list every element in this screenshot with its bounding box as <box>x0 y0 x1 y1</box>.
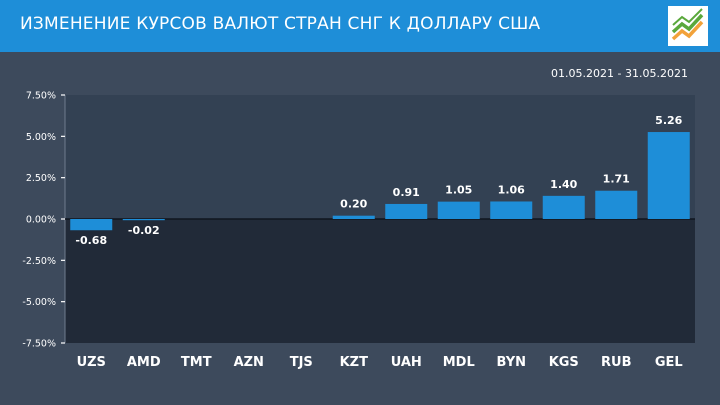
y-tick-label: 0.00% <box>26 215 56 226</box>
bar-kgs <box>542 195 585 219</box>
x-tick-label: UZS <box>77 355 106 370</box>
x-tick-label: RUB <box>601 355 631 370</box>
x-tick-label: AZN <box>234 355 264 370</box>
bar-byn <box>490 201 533 219</box>
date-separator: - <box>617 67 622 80</box>
y-tick-label: 5.00% <box>26 132 56 143</box>
x-tick-label: TJS <box>290 355 313 370</box>
date-start: 01.05.2021 <box>551 67 615 80</box>
y-tick-label: -2.50% <box>22 256 56 267</box>
currency-change-bar-chart: 7.50% 5.00% 2.50% 0.00% -2.50% -5.00% -7.50% -0… <box>22 91 695 370</box>
bar-uzs <box>70 219 113 231</box>
header-bar: ИЗМЕНЕНИЕ КУРСОВ ВАЛЮТ СТРАН СНГ К ДОЛЛА… <box>0 0 720 52</box>
y-tick-label: 2.50% <box>26 173 56 184</box>
rising-chart-logo-icon <box>668 6 708 46</box>
x-tick-label: KZT <box>340 355 369 370</box>
page-title: ИЗМЕНЕНИЕ КУРСОВ ВАЛЮТ СТРАН СНГ К ДОЛЛА… <box>20 14 541 34</box>
value-label: 1.71 <box>603 173 630 186</box>
x-tick-label: UAH <box>391 355 422 370</box>
positive-zone <box>65 95 695 219</box>
x-tick-label: BYN <box>497 355 527 370</box>
bar-rub <box>595 190 638 219</box>
value-label: 1.05 <box>445 184 472 197</box>
x-tick-label: AMD <box>127 355 161 370</box>
value-label: -0.02 <box>128 224 160 237</box>
value-label: 0.20 <box>340 198 367 211</box>
negative-zone <box>65 219 695 343</box>
value-label: 1.06 <box>498 183 525 196</box>
date-range: 01.05.2021 - 31.05.2021 <box>551 67 688 80</box>
bar-amd <box>122 219 165 221</box>
x-tick-label: GEL <box>655 355 683 370</box>
value-label: 1.40 <box>550 178 577 191</box>
bar-kzt <box>332 215 375 219</box>
bar-mdl <box>437 201 480 219</box>
y-tick-label: -5.00% <box>22 297 56 308</box>
x-tick-label: TMT <box>181 355 212 370</box>
y-tick-label: -7.50% <box>22 339 56 350</box>
y-tick-label: 7.50% <box>26 91 56 102</box>
x-tick-label: MDL <box>443 355 475 370</box>
bar-uah <box>385 203 428 219</box>
bar-gel <box>647 132 690 219</box>
value-label: 0.91 <box>393 186 420 199</box>
value-label: 5.26 <box>655 114 682 127</box>
value-label: -0.68 <box>75 234 107 247</box>
x-tick-label: KGS <box>549 355 579 370</box>
date-end: 31.05.2021 <box>625 67 688 80</box>
